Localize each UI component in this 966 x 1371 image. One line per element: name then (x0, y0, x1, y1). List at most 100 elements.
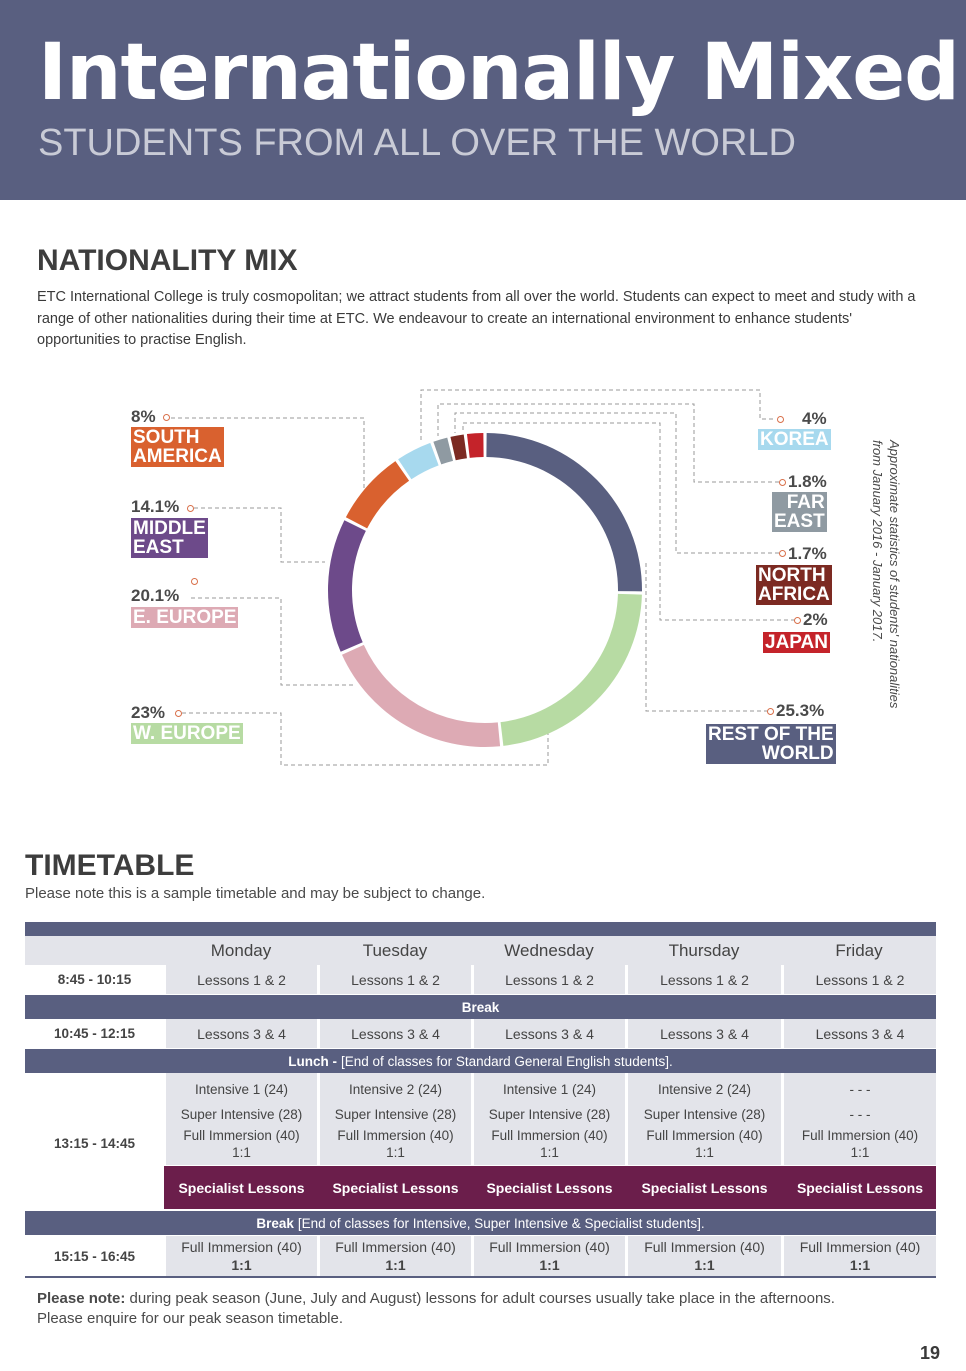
ratio-text: 1:1 (231, 1257, 252, 1273)
lesson-cell: Lessons 1 & 2 (166, 965, 317, 994)
lesson-cell: Lessons 1 & 2 (784, 965, 936, 994)
full-text: Full Immersion (40) (337, 1128, 454, 1143)
tag-line: AMERICA (133, 446, 222, 467)
specialist-row: Specialist Lessons Specialist Lessons Sp… (25, 1166, 936, 1209)
donut-slice-south-america (345, 461, 410, 529)
table-row: 8:45 - 10:15 Lessons 1 & 2 Lessons 1 & 2… (25, 965, 936, 994)
label-dot (175, 710, 182, 717)
specialist-cell: Specialist Lessons (166, 1166, 317, 1209)
nationality-heading: NATIONALITY MIX (37, 244, 298, 277)
leader-south-america (171, 417, 365, 494)
tag-line: SOUTH (133, 427, 200, 448)
peak-season-line1: Please note: during peak season (June, J… (37, 1289, 835, 1309)
table-top-bar (25, 922, 936, 936)
ratio-text: 1:1 (694, 1257, 715, 1273)
super-text: Super Intensive (28) (334, 1107, 457, 1122)
leader-korea (420, 389, 773, 440)
label-dot (779, 479, 786, 486)
full-text: Full Immersion (40) (491, 1128, 608, 1143)
tag-line: EAST (774, 511, 825, 532)
tag-line: REST OF THE (708, 724, 834, 745)
donut-slice-far-east (433, 437, 454, 465)
lesson-cell: Lessons 3 & 4 (628, 1019, 781, 1048)
full-text: Full Immersion (40) (335, 1239, 456, 1255)
lesson-cell: Lessons 1 & 2 (628, 965, 781, 994)
header-banner: Internationally Mixed STUDENTS FROM ALL … (0, 0, 966, 200)
tag-line: FAR (786, 492, 825, 513)
donut-slice-korea (398, 442, 439, 480)
header-wednesday: Wednesday (504, 940, 594, 960)
lunch-text: [End of classes for Standard General Eng… (341, 1053, 673, 1069)
lesson-cell: Full Immersion (40) 1:1 (784, 1236, 936, 1276)
ratio-text: 1:1 (539, 1257, 560, 1273)
tag-far-east: FAR EAST (772, 492, 827, 532)
lesson-cell: Lessons 3 & 4 (474, 1019, 625, 1048)
tag-w-europe: W. EUROPE (131, 723, 243, 744)
leader-w-europe (182, 712, 549, 766)
tag-line: MIDDLE (133, 518, 206, 539)
lesson-cell: Intensive 2 (24) Super Intensive (28) Fu… (628, 1073, 781, 1165)
leader-lines (171, 389, 795, 766)
full-text: Full Immersion (40) (644, 1239, 765, 1255)
super-text: Super Intensive (28) (180, 1107, 303, 1122)
super-text: - - - (849, 1107, 871, 1122)
nationality-intro: ETC International College is truly cosmo… (37, 289, 916, 348)
header-monday: Monday (210, 940, 272, 960)
donut-slice-w-europe (500, 593, 642, 746)
specialist-cell: Specialist Lessons (320, 1166, 471, 1209)
super-text: Super Intensive (28) (643, 1107, 766, 1122)
tag-line: AFRICA (758, 584, 830, 605)
pct-north-africa: 1.7% (788, 544, 827, 563)
label-dot (779, 550, 786, 557)
tag-rest-of-world: REST OF THE WORLD (706, 724, 836, 764)
lesson-cell: Lessons 1 & 2 (474, 965, 625, 994)
timetable-note: Please note this is a sample timetable a… (25, 885, 486, 902)
intensive-text: Intensive 2 (24) (348, 1082, 443, 1097)
pct-middle-east: 14.1% (131, 497, 180, 516)
label-dot (191, 578, 198, 585)
pct-korea: 4% (802, 409, 827, 428)
slot3-cells: Intensive 1 (24) Super Intensive (28) Fu… (25, 1073, 936, 1165)
ratio-text: 1:1 (849, 1257, 871, 1273)
statistics-note: Approximate statistics of students' nati… (869, 440, 903, 740)
pct-e-europe: 20.1% (131, 586, 180, 605)
statistics-note-line: from January 2016 - January 2017. (870, 440, 885, 643)
pct-w-europe: 23% (131, 703, 166, 722)
tag-south-america: SOUTH AMERICA (131, 427, 224, 467)
pct-japan: 2% (803, 610, 828, 629)
tag-japan: JAPAN (763, 632, 830, 653)
specialist-cell: Specialist Lessons (784, 1166, 936, 1209)
ratio-text: 1:1 (385, 1257, 406, 1273)
label-dot (777, 416, 784, 423)
ratio-text: 1:1 (386, 1145, 405, 1160)
lesson-cell: Intensive 1 (24) Super Intensive (28) Fu… (166, 1073, 317, 1165)
pct-far-east: 1.8% (788, 472, 827, 491)
full-text: Full Immersion (40) (646, 1128, 763, 1143)
intensive-text: Intensive 2 (24) (657, 1082, 752, 1097)
lesson-cell: - - - - - - Full Immersion (40) 1:1 (784, 1073, 936, 1165)
specialist-cell: Specialist Lessons (628, 1166, 781, 1209)
lesson-cell: Full Immersion (40) 1:1 (320, 1236, 471, 1276)
nationality-donut-chart (328, 433, 642, 747)
header-friday: Friday (835, 940, 883, 960)
page-subtitle: STUDENTS FROM ALL OVER THE WORLD (38, 122, 796, 164)
leader-rest (645, 563, 768, 712)
intensive-text: Intensive 1 (24) (502, 1082, 597, 1097)
break2-text: [End of classes for Intensive, Super Int… (297, 1215, 705, 1231)
tag-e-europe: E. EUROPE (131, 607, 239, 628)
donut-slice-e-europe (341, 644, 501, 747)
lesson-cell: Lessons 3 & 4 (784, 1019, 936, 1048)
tag-line: EAST (133, 537, 184, 558)
break2-label: Break (256, 1215, 294, 1231)
donut-slice-rest-of-the-world (486, 433, 642, 592)
pct-south-america: 8% (131, 407, 156, 426)
timetable-heading: TIMETABLE (25, 849, 195, 882)
intensive-text: Intensive 1 (24) (194, 1082, 289, 1097)
note-text: during peak season (June, July and Augus… (125, 1290, 835, 1307)
leader-japan (462, 422, 795, 621)
header-tuesday: Tuesday (362, 940, 428, 960)
statistics-note-line: Approximate statistics of students' nati… (887, 440, 902, 709)
table-row: 13:15 - 14:45 (25, 1073, 936, 1165)
table-header-row: Monday Tuesday Wednesday Thursday Friday (25, 936, 936, 965)
ratio-text: 1:1 (695, 1145, 714, 1160)
